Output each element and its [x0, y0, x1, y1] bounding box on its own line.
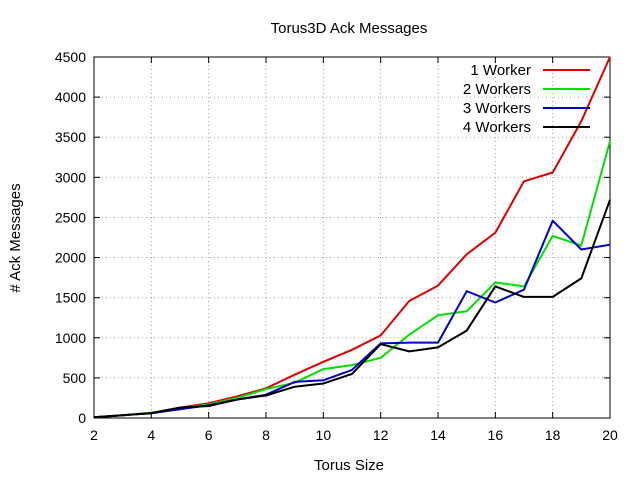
legend: 1 Worker 2 Workers 3 Workers 4 Workers — [463, 62, 590, 136]
y-tick-label: 4500 — [55, 49, 86, 65]
series-line-4 — [93, 199, 611, 419]
x-tick-label: 20 — [602, 427, 618, 443]
y-tick-label: 2500 — [55, 209, 86, 225]
x-tick-label: 10 — [316, 427, 332, 443]
legend-label-3: 3 Workers — [463, 100, 531, 117]
series-line-1 — [93, 56, 611, 419]
series-line-2 — [93, 140, 611, 419]
series-lines — [93, 56, 611, 419]
x-tick-label: 18 — [545, 427, 561, 443]
x-tick-label: 8 — [262, 427, 270, 443]
y-tick-label: 0 — [78, 410, 86, 426]
x-tick-label: 4 — [147, 427, 155, 443]
plot-frame — [93, 56, 611, 419]
x-tick-label: 2 — [90, 427, 98, 443]
x-tick-label: 16 — [488, 427, 504, 443]
axis-ticks: 2 4 6 8 10 12 14 16 18 20 0 500 1000 1500 2000 2500 3000… — [55, 49, 618, 443]
chart-title: Torus3D Ack Messages — [271, 20, 428, 37]
x-tick-label: 14 — [430, 427, 446, 443]
grid — [94, 57, 610, 418]
x-tick-label: 12 — [373, 427, 389, 443]
y-axis-label: # Ack Messages — [7, 183, 24, 292]
x-axis-label: Torus Size — [314, 457, 384, 474]
legend-label-4: 4 Workers — [463, 119, 531, 136]
y-tick-label: 4000 — [55, 89, 86, 105]
y-tick-label: 1000 — [55, 330, 86, 346]
y-tick-label: 1500 — [55, 290, 86, 306]
y-tick-label: 2000 — [55, 250, 86, 266]
x-tick-label: 6 — [205, 427, 213, 443]
y-tick-label: 3500 — [55, 129, 86, 145]
legend-label-2: 2 Workers — [463, 81, 531, 98]
y-tick-label: 3000 — [55, 169, 86, 185]
y-tick-label: 500 — [63, 370, 87, 386]
legend-label-1: 1 Worker — [470, 62, 531, 79]
series-line-3 — [93, 219, 611, 419]
